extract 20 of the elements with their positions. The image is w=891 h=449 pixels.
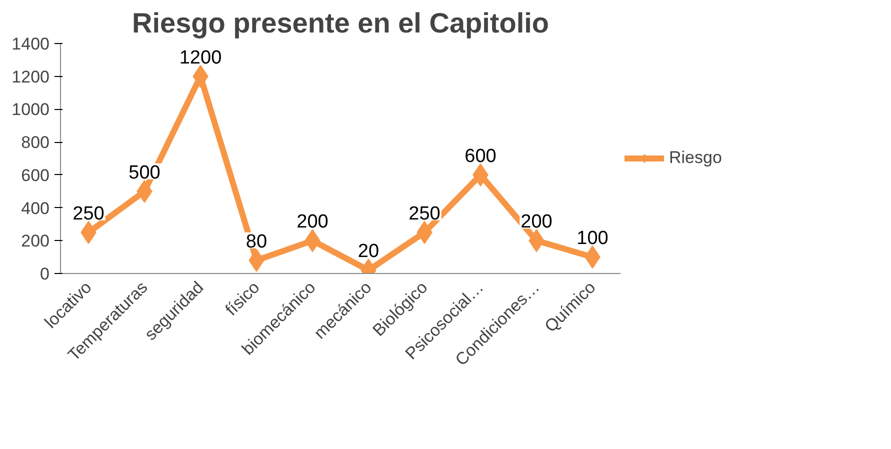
y-tick-label: 800 — [21, 133, 50, 152]
data-label: 250 — [72, 203, 104, 224]
y-tick-label: 200 — [21, 232, 50, 251]
data-label: 500 — [128, 162, 160, 184]
y-tick-label: 1000 — [12, 100, 50, 120]
y-tick-label: 1400 — [12, 34, 50, 54]
y-tick-label: 0 — [40, 264, 50, 284]
data-label: 250 — [408, 203, 440, 224]
data-label: 100 — [576, 228, 608, 250]
data-label: 600 — [464, 146, 496, 167]
y-tick-label: 1200 — [12, 67, 50, 86]
y-tick-label: 600 — [21, 166, 50, 185]
data-label: 80 — [246, 231, 268, 252]
data-label: 200 — [296, 212, 328, 233]
data-label: 1200 — [179, 47, 222, 68]
legend-label: Riesgo — [669, 148, 722, 168]
data-label: 20 — [358, 241, 380, 262]
data-label: 200 — [520, 212, 552, 233]
chart-title: Riesgo presente en el Capitolio — [132, 8, 549, 38]
y-tick-label: 400 — [21, 198, 50, 218]
